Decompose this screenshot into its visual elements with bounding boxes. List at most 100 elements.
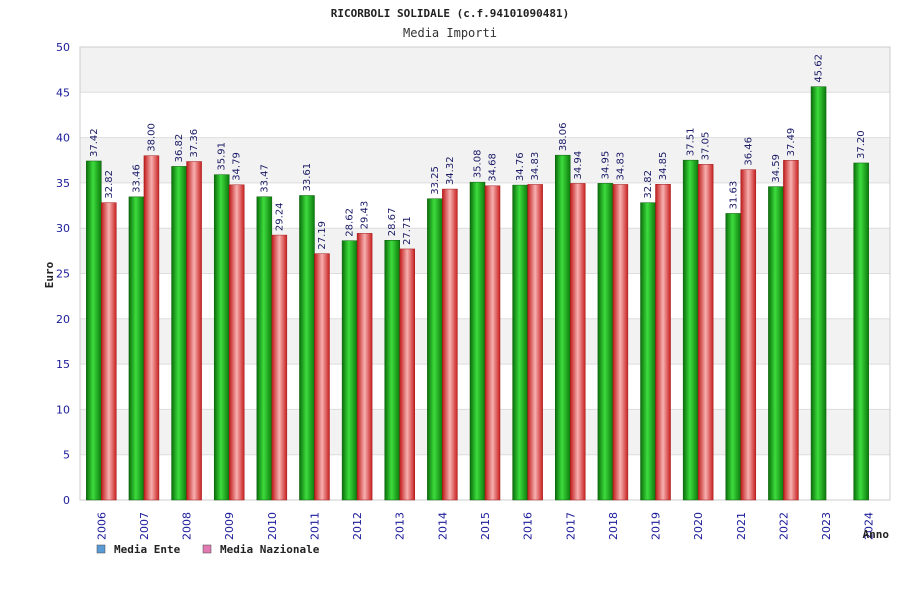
bar-media-nazionale [570,183,586,501]
y-tick-label: 0 [63,494,70,507]
bar-media-ente [384,239,400,501]
data-label: 35.91 [217,142,228,171]
x-tick-label: 2020 [692,512,705,540]
x-tick-label: 2011 [308,512,321,540]
bar-media-ente [171,166,187,501]
bar-media-nazionale [527,184,543,501]
data-label: 27.19 [317,221,328,250]
bar-media-ente [853,162,869,501]
x-tick-label: 2014 [436,512,449,540]
data-label: 37.42 [89,128,100,157]
bar-media-ente [86,160,102,501]
y-tick-label: 5 [63,449,70,462]
y-tick-label: 10 [56,403,70,416]
x-tick-label: 2010 [266,512,279,540]
data-label: 37.20 [856,130,867,159]
data-label: 34.76 [515,152,526,181]
data-label: 34.83 [530,152,541,181]
bar-media-ente [341,240,358,501]
bar-media-ente [597,183,614,501]
x-axis-label: Anno [863,528,890,541]
bar-media-nazionale [399,248,415,501]
data-label: 34.85 [658,152,669,181]
bar-media-ente [555,154,571,501]
data-label: 34.94 [573,151,584,180]
bars [86,86,869,501]
x-tick-label: 2024 [863,512,876,540]
bar-media-ente [810,86,827,501]
bar-media-nazionale [101,202,117,501]
data-label: 28.67 [387,208,398,237]
x-tick-label: 2022 [777,512,790,540]
y-axis-ticks: 0 5 10 15 20 25 30 35 40 45 50 [56,41,70,507]
data-label: 34.32 [445,156,456,185]
data-label: 38.06 [558,123,569,152]
legend-swatch-media-nazionale [202,544,212,554]
x-tick-label: 2012 [351,512,364,540]
bar-media-ente [768,186,784,501]
x-tick-label: 2016 [522,512,535,540]
y-tick-label: 45 [56,86,70,99]
x-tick-label: 2009 [223,512,236,540]
x-tick-label: 2006 [95,512,108,540]
y-tick-label: 15 [56,358,70,371]
bar-media-nazionale [356,233,373,501]
x-tick-label: 2018 [607,512,620,540]
data-label: 37.51 [686,128,697,157]
x-axis-ticks: 2006 2007 2008 2009 2010 2011 2012 2013 2014 2015… [95,512,875,540]
chart-title: RICORBOLI SOLIDALE (c.f.94101090481) [331,7,569,20]
data-labels: 37.42 33.46 36.82 35.91 33.47 33.61 28.62 28.67… [89,54,867,250]
plot-band [80,92,890,138]
data-label: 37.36 [189,129,200,158]
bar-media-nazionale [186,161,202,501]
x-tick-label: 2017 [564,512,577,540]
data-label: 33.61 [302,163,313,192]
bar-media-ente [427,198,443,501]
bar-media-nazionale [271,234,288,501]
bar-media-nazionale [314,253,330,501]
bar-media-ente [640,202,656,501]
bar-media-nazionale [143,155,160,501]
x-tick-label: 2023 [820,512,833,540]
legend-label-media-ente: Media Ente [114,543,181,556]
data-label: 35.08 [473,150,484,179]
data-label: 31.63 [728,181,739,210]
data-label: 27.71 [402,216,413,245]
x-tick-label: 2021 [735,512,748,540]
chart-subtitle: Media Importi [403,26,497,40]
data-label: 37.49 [786,128,797,157]
bar-media-nazionale [740,169,757,501]
data-label: 34.68 [488,153,499,182]
bar-media-ente [725,213,742,501]
bar-media-ente [299,195,315,501]
y-tick-label: 25 [56,268,70,281]
y-axis-label: Euro [43,261,56,288]
legend: Media Ente Media Nazionale [96,543,320,556]
data-label: 34.95 [600,151,611,180]
data-label: 45.62 [814,54,825,83]
data-label: 37.05 [701,132,712,161]
x-tick-label: 2013 [394,512,407,540]
data-label: 29.43 [360,201,371,230]
bar-media-nazionale [697,164,714,501]
bar-media-ente [256,196,273,501]
y-tick-label: 40 [56,132,70,145]
data-label: 36.46 [743,137,754,166]
legend-label-media-nazionale: Media Nazionale [220,543,320,556]
bar-media-nazionale [442,188,458,501]
data-label: 32.82 [104,170,115,199]
y-tick-label: 20 [56,313,70,326]
plot-band [80,47,890,93]
data-label: 34.79 [232,152,243,181]
y-tick-label: 50 [56,41,70,54]
data-label: 29.24 [274,202,285,231]
data-label: 38.00 [146,123,157,152]
data-label: 34.59 [771,154,782,183]
legend-swatch-media-ente [96,544,106,554]
bar-media-ente [512,184,528,501]
bar-media-ente [682,159,699,501]
data-label: 33.47 [259,164,270,193]
data-label: 34.83 [615,152,626,181]
x-tick-label: 2015 [479,512,492,540]
